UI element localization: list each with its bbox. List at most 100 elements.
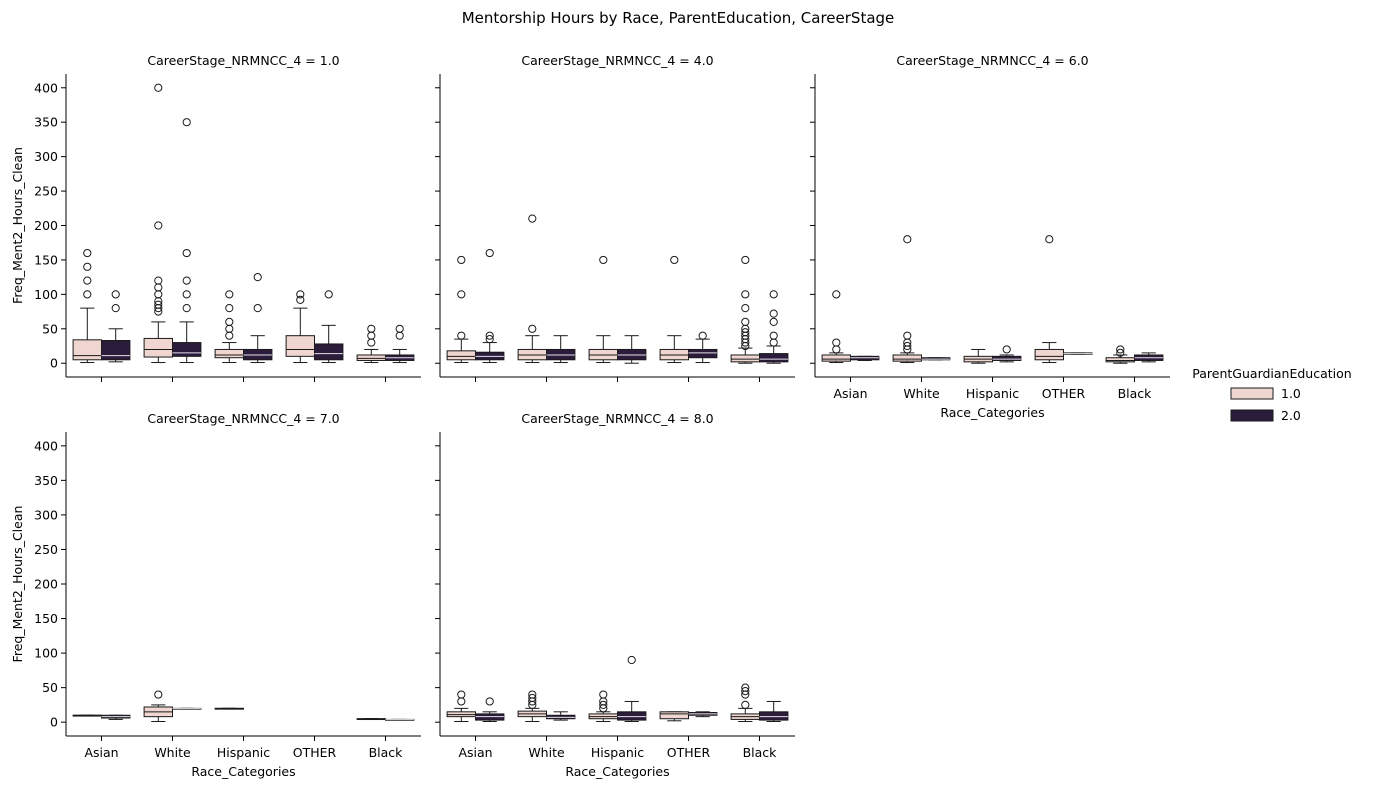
outlier-point [741,255,750,265]
panel-title: CareerStage_NRMNCC_4 = 1.0 [147,53,339,68]
x-axis-label: Race_Categories [565,764,669,779]
y-tick-label: 300 [34,507,58,522]
x-tick-label: White [903,386,940,401]
legend-label: 1.0 [1281,386,1301,401]
box-other-2-0 [314,290,344,364]
box-iqr [72,339,102,361]
box-iqr [446,350,477,361]
box-black-2-0 [385,324,415,364]
box-iqr [688,348,718,359]
outlier-point [367,338,376,347]
outlier-point [599,700,608,710]
outlier-point [903,331,912,340]
x-tick-label: Hispanic [966,386,1019,401]
outlier-point [769,331,778,340]
x-tick-label: OTHER [1042,386,1086,401]
legend-entry-2-0: 2.0 [1230,408,1301,423]
box-iqr [1105,357,1135,363]
x-tick-label: Asian [84,745,118,760]
x-tick-label: Black [1118,386,1153,401]
box-hispanic-1-0 [588,690,618,722]
y-axis-label: Freq_Ment2_Hours_Clean [10,147,25,304]
outlier-point [485,697,494,706]
y-tick-label: 250 [34,542,58,557]
box-hispanic-2-0 [617,335,647,364]
box-iqr [659,711,689,720]
outlier-point [154,300,163,309]
panel-title: CareerStage_NRMNCC_4 = 8.0 [521,411,713,426]
box-other-1-0 [1034,235,1064,364]
box-white-2-0 [546,711,576,721]
outlier-point [154,690,163,699]
box-iqr [992,355,1022,361]
y-tick-label: 300 [34,149,58,164]
outlier-point [395,324,404,333]
box-black-2-0 [759,700,789,722]
outlier-point [599,690,608,699]
outlier-point [741,328,750,337]
box-white-1-0 [143,690,174,722]
outlier-point [698,331,707,340]
outlier-point [599,255,608,265]
panel-title: CareerStage_NRMNCC_4 = 4.0 [521,53,713,68]
box-other-1-0 [659,711,689,722]
outlier-point [182,118,191,127]
box-asian-1-0 [821,290,851,364]
panel-title: CareerStage_NRMNCC_4 = 7.0 [147,411,339,426]
outlier-point [741,290,750,299]
outlier-point [528,214,537,223]
x-tick-label: OTHER [293,745,337,760]
outlier-point [769,338,778,347]
outlier-point [457,690,466,699]
box-asian-1-0 [446,255,477,364]
outlier-point [225,317,234,327]
outlier-point [832,338,841,347]
outlier-point [485,248,494,258]
legend-swatch [1230,409,1274,422]
y-tick-label: 400 [34,80,58,95]
outlier-point [1002,345,1011,354]
outlier-point [395,331,404,340]
outlier-point [324,290,333,299]
outlier-point [528,693,537,703]
panel-1: CareerStage_NRMNCC_4 = 1.0 0 50 100 150 200 25… [10,53,421,382]
outlier-point [367,324,376,333]
x-tick-label: Asian [833,386,867,401]
box-other-2-0 [688,711,718,718]
x-tick-label: OTHER [667,745,711,760]
outlier-point [225,331,234,340]
x-tick-label: White [154,745,191,760]
box-asian-2-0 [475,697,505,722]
box-black-1-0 [356,718,387,721]
outlier-point [83,262,92,271]
y-tick-label: 350 [34,115,58,130]
outlier-point [903,341,912,351]
outlier-point [182,276,191,285]
outlier-point [182,304,191,313]
box-iqr [617,711,647,721]
outlier-point [367,331,376,340]
legend-entry-1-0: 1.0 [1230,386,1301,401]
y-tick-label: 0 [50,356,58,371]
box-iqr [214,348,245,359]
box-iqr [730,354,760,363]
box-iqr [759,711,789,721]
outlier-point [225,324,234,333]
outlier-point [741,683,750,692]
x-tick-label: Black [369,745,404,760]
box-black-1-0 [1105,345,1135,364]
box-iqr [172,342,202,357]
box-hispanic-2-0 [243,273,273,364]
outlier-point [154,290,163,299]
outlier-point [253,304,262,313]
box-black-1-0 [730,683,760,722]
outlier-point [83,248,92,258]
box-hispanic-2-0 [617,655,647,722]
box-white-1-0 [143,83,174,364]
legend: ParentGuardianEducation 1.0 2.0 [1192,366,1351,423]
x-axis-label: Race_Categories [191,764,295,779]
outlier-point [832,290,841,299]
outlier-point [1045,235,1054,244]
x-axis-label: Race_Categories [940,405,1044,420]
